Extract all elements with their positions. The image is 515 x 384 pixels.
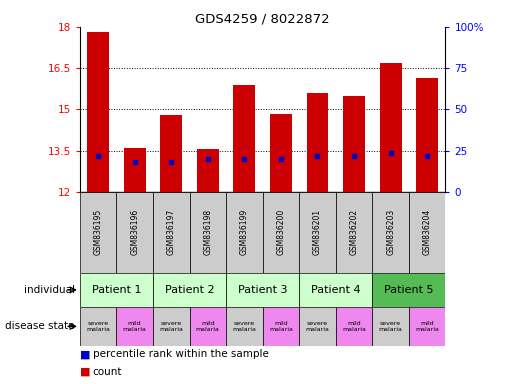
Bar <box>153 273 226 307</box>
Text: percentile rank within the sample: percentile rank within the sample <box>93 349 269 359</box>
Text: GSM836195: GSM836195 <box>94 209 102 255</box>
Text: GSM836199: GSM836199 <box>240 209 249 255</box>
Text: ■: ■ <box>80 349 90 359</box>
Bar <box>263 192 299 273</box>
Bar <box>190 192 226 273</box>
Text: individual: individual <box>24 285 75 295</box>
Bar <box>197 149 219 192</box>
Text: GSM836201: GSM836201 <box>313 209 322 255</box>
Bar <box>87 32 109 192</box>
Title: GDS4259 / 8022872: GDS4259 / 8022872 <box>195 13 330 26</box>
Text: GSM836196: GSM836196 <box>130 209 139 255</box>
Text: GSM836197: GSM836197 <box>167 209 176 255</box>
Bar <box>153 307 190 346</box>
Bar <box>409 307 445 346</box>
Bar <box>153 192 190 273</box>
Bar <box>226 192 263 273</box>
Text: GSM836200: GSM836200 <box>277 209 285 255</box>
Bar <box>299 307 336 346</box>
Text: Patient 5: Patient 5 <box>384 285 434 295</box>
Bar <box>190 307 226 346</box>
Text: GSM836203: GSM836203 <box>386 209 395 255</box>
Bar <box>80 273 153 307</box>
Text: severe
malaria: severe malaria <box>232 321 256 332</box>
Bar <box>409 192 445 273</box>
Bar <box>233 85 255 192</box>
Bar <box>80 192 116 273</box>
Text: mild
malaria: mild malaria <box>196 321 220 332</box>
Bar <box>116 192 153 273</box>
Bar <box>124 148 146 192</box>
Text: count: count <box>93 366 122 377</box>
Text: Patient 4: Patient 4 <box>311 285 360 295</box>
Bar <box>380 63 402 192</box>
Bar <box>263 307 299 346</box>
Bar <box>299 273 372 307</box>
Text: Patient 3: Patient 3 <box>238 285 287 295</box>
Bar <box>372 192 409 273</box>
Text: severe
malaria: severe malaria <box>159 321 183 332</box>
Bar <box>80 307 116 346</box>
Text: severe
malaria: severe malaria <box>379 321 403 332</box>
Bar <box>226 273 299 307</box>
Text: severe
malaria: severe malaria <box>86 321 110 332</box>
Bar <box>336 192 372 273</box>
Bar <box>336 307 372 346</box>
Bar <box>372 307 409 346</box>
Text: disease state: disease state <box>5 321 75 331</box>
Text: mild
malaria: mild malaria <box>269 321 293 332</box>
Bar <box>116 307 153 346</box>
Text: mild
malaria: mild malaria <box>415 321 439 332</box>
Bar <box>160 115 182 192</box>
Text: GSM836202: GSM836202 <box>350 209 358 255</box>
Text: Patient 2: Patient 2 <box>165 285 214 295</box>
Text: severe
malaria: severe malaria <box>305 321 330 332</box>
Bar <box>270 114 292 192</box>
Bar <box>416 78 438 192</box>
Bar <box>226 307 263 346</box>
Text: mild
malaria: mild malaria <box>123 321 147 332</box>
Bar <box>299 192 336 273</box>
Text: GSM836198: GSM836198 <box>203 209 212 255</box>
Bar <box>306 93 329 192</box>
Bar <box>372 273 445 307</box>
Text: mild
malaria: mild malaria <box>342 321 366 332</box>
Text: ■: ■ <box>80 366 90 377</box>
Text: GSM836204: GSM836204 <box>423 209 432 255</box>
Bar <box>343 96 365 192</box>
Text: Patient 1: Patient 1 <box>92 285 141 295</box>
